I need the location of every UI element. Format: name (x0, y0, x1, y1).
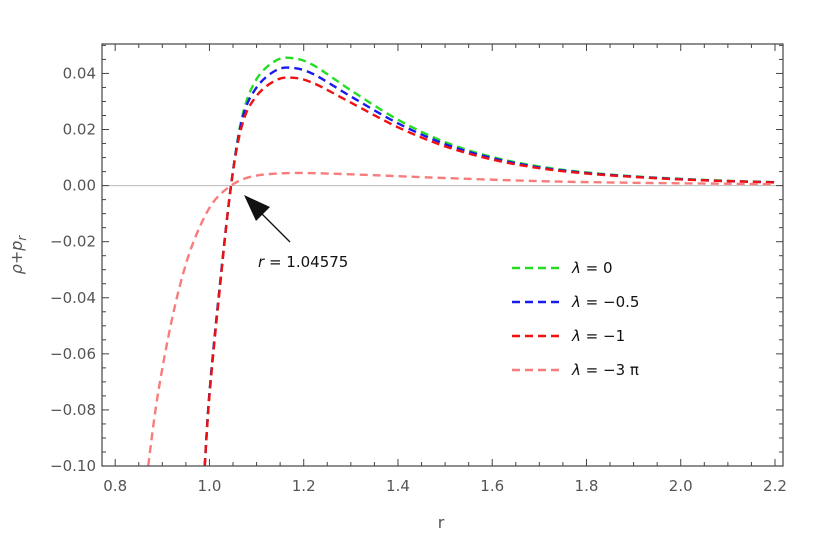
annotation: r = 1.04575 (244, 195, 348, 271)
x-tick-label: 1.2 (292, 477, 316, 495)
y-tick-label: 0.00 (63, 177, 96, 195)
series-line-0 (203, 56, 776, 466)
y-tick-label: 0.02 (63, 121, 96, 139)
legend-label-0: λ = 0 (571, 259, 613, 277)
annotation-arrowhead (244, 195, 270, 221)
y-tick-label: 0.04 (63, 64, 96, 82)
y-tick-label: −0.04 (50, 289, 96, 307)
y-tick-label: −0.10 (50, 457, 96, 475)
series-line-2 (203, 76, 776, 466)
x-axis-label: r (438, 513, 445, 532)
x-tick-label: 0.8 (103, 477, 127, 495)
x-tick-label: 2.2 (763, 477, 787, 495)
x-tick-label: 1.0 (198, 477, 222, 495)
plot-frame (101, 43, 784, 467)
x-tick-label: 1.8 (575, 477, 599, 495)
legend-label-1: λ = −0.5 (571, 293, 639, 311)
legend-label-2: λ = −1 (571, 327, 625, 345)
y-axis-label: ρ+pr (7, 235, 29, 275)
axes (101, 43, 784, 467)
y-tick-label: −0.06 (50, 345, 96, 363)
x-ticks: 0.8 1.0 1.2 1.4 1.6 1.8 2.0 2.2 (103, 44, 787, 495)
annotation-arrow-line (257, 209, 291, 243)
x-tick-label: 1.4 (386, 477, 410, 495)
series-line-3 (146, 171, 775, 466)
legend: λ = 0 λ = −0.5 λ = −1 λ = −3 π (512, 259, 639, 379)
x-tick-label: 2.0 (669, 477, 693, 495)
y-tick-label: −0.08 (50, 401, 96, 419)
y-ticks: 0.04 0.02 0.00 −0.02 −0.04 −0.06 −0.08 −0.10 (50, 44, 783, 475)
series-group (146, 56, 776, 466)
annotation-label: r = 1.04575 (258, 253, 348, 271)
x-tick-label: 1.6 (480, 477, 504, 495)
y-tick-label: −0.02 (50, 233, 96, 251)
legend-label-3: λ = −3 π (571, 361, 639, 379)
